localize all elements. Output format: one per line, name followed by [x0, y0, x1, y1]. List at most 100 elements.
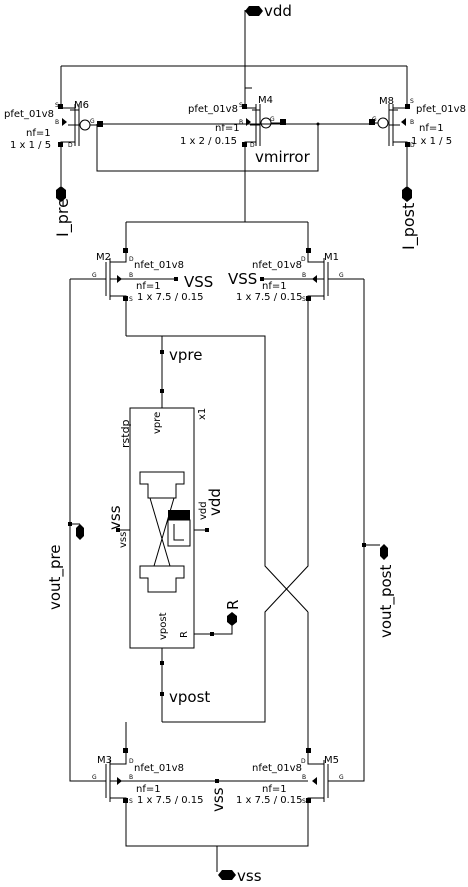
rstdp-pin-vdd: vdd: [198, 501, 209, 520]
m8-nf: nf=1: [419, 123, 444, 134]
vout-pre-net: [68, 279, 90, 782]
r-port[interactable]: R: [224, 600, 242, 626]
m5-pin-d: D: [301, 758, 306, 765]
m1-nf: nf=1: [262, 281, 287, 292]
i-pre-label: I_pre: [53, 198, 73, 237]
m8-size: 1 x 1 / 5: [411, 136, 452, 147]
m6-size: 1 x 1 / 5: [10, 140, 51, 151]
m1-pin-s: S: [302, 296, 306, 303]
m8-pin-s: S: [410, 98, 414, 105]
vss-net: vss: [125, 787, 309, 872]
vout-pre-label: vout_pre: [46, 544, 65, 610]
rstdp-pin-vpost: vpost: [158, 612, 169, 640]
m6-pin-b: B: [55, 119, 59, 126]
vpre-label: vpre: [169, 346, 202, 364]
m5-name: M5: [324, 755, 339, 766]
m4-pin-b: B: [239, 119, 243, 126]
m4-nf: nf=1: [215, 123, 240, 134]
m3-size: 1 x 7.5 / 0.15: [137, 795, 204, 806]
m8-pin-b: B: [410, 119, 414, 126]
transistor-m4[interactable]: S B G D M4 pfet_01v8 nf=1 1 x 2 / 0.15: [180, 95, 286, 222]
vout-post-port[interactable]: vout_post: [377, 544, 396, 638]
vss-port[interactable]: vss: [218, 867, 262, 885]
m2-model: nfet_01v8: [134, 260, 184, 271]
m2-pin-g: G: [92, 272, 97, 279]
m3-name: M3: [97, 755, 112, 766]
rstdp-vss-label: vss: [106, 505, 124, 530]
m4-pin-s: S: [239, 102, 243, 109]
m8-pin-g: G: [372, 116, 377, 123]
rstdp-vdd-label: vdd: [206, 488, 224, 516]
m1-model: nfet_01v8: [252, 260, 302, 271]
cross-net: [162, 312, 309, 748]
m4-pin-g: G: [270, 116, 275, 123]
rstdp-block[interactable]: rstdp x1 vpre vpost vss vdd R vss vdd: [106, 407, 233, 649]
vout-post-label: vout_post: [377, 565, 396, 638]
rstdp-pin-vpre: vpre: [152, 412, 163, 434]
rstdp-type: rstdp: [119, 419, 132, 448]
rstdp-pin-r: R: [179, 631, 190, 638]
m5-model: nfet_01v8: [252, 763, 302, 774]
m6-pin-g: G: [90, 118, 95, 125]
transistor-m1[interactable]: D B G S M1 nfet_01v8 nf=1 1 x 7.5 / 0.15…: [228, 248, 364, 312]
m3-pin-b: B: [129, 774, 133, 781]
m6-pin-s: S: [55, 102, 59, 109]
m1-pin-d: D: [301, 256, 306, 263]
m6-model: pfet_01v8: [4, 109, 54, 120]
m4-model: pfet_01v8: [188, 104, 238, 115]
transistor-m6[interactable]: S B G D M6 pfet_01v8 nf=1 1 x 1 / 5: [4, 100, 103, 155]
m2-size: 1 x 7.5 / 0.15: [137, 292, 204, 303]
vout-pre-port[interactable]: vout_pre: [46, 524, 84, 610]
m8-pin-d: D: [410, 142, 415, 149]
vss-label: vss: [237, 867, 262, 885]
vmirror-label: vmirror: [255, 148, 311, 166]
vss-center-label: vss: [209, 787, 227, 812]
vdd-net: [60, 10, 408, 108]
m2-pin-b: B: [129, 272, 133, 279]
m5-nf: nf=1: [262, 784, 287, 795]
m2-name: M2: [96, 252, 111, 263]
vpost-label: vpost: [169, 688, 210, 706]
m5-pin-s: S: [302, 798, 306, 805]
vpre-net: vpre: [126, 335, 309, 613]
i-post-port[interactable]: I_post: [399, 155, 419, 250]
m1-pin-b: B: [302, 272, 306, 279]
m3-model: nfet_01v8: [134, 763, 184, 774]
transistor-m3[interactable]: D B G S M3 nfet_01v8 nf=1 1 x 7.5 / 0.15: [90, 748, 308, 818]
m1-pin-g: G: [339, 272, 344, 279]
m4-size: 1 x 2 / 0.15: [180, 136, 237, 147]
m1-body-label: VSS: [228, 270, 257, 288]
m8-gate-bubble: [377, 117, 389, 129]
transistor-m5[interactable]: D B G S M5 nfet_01v8 nf=1 1 x 7.5 / 0.15: [236, 748, 344, 818]
rstdp-instance: x1: [197, 408, 208, 420]
m6-name: M6: [74, 100, 89, 111]
rstdp-symbol-icon: [139, 471, 191, 593]
m6-pin-d: D: [68, 142, 73, 149]
m8-model: pfet_01v8: [416, 104, 466, 115]
m3-pin-g: G: [92, 774, 97, 781]
m5-size: 1 x 7.5 / 0.15: [236, 795, 303, 806]
m2-body-label: VSS: [184, 273, 213, 291]
vpost-net: vpost: [125, 648, 210, 748]
vdd-label: vdd: [264, 2, 292, 20]
m6-nf: nf=1: [26, 128, 51, 139]
m5-pin-b: B: [302, 774, 306, 781]
tail-net: [125, 221, 309, 250]
r-label: R: [224, 600, 242, 610]
m1-size: 1 x 7.5 / 0.15: [236, 292, 303, 303]
m4-pin-d: D: [250, 142, 255, 149]
i-post-label: I_post: [399, 203, 419, 250]
vout-post-net: [344, 279, 380, 782]
m4-name: M4: [258, 95, 273, 106]
rstdp-pin-vss: vss: [118, 532, 129, 548]
transistor-m8[interactable]: S B G D M8 pfet_01v8 nf=1 1 x 1 / 5: [369, 96, 466, 155]
m3-pin-d: D: [129, 758, 134, 765]
m2-pin-d: D: [129, 256, 134, 263]
i-pre-port[interactable]: I_pre: [53, 155, 73, 237]
m6-gate-bubble: [79, 119, 91, 131]
vdd-port[interactable]: vdd: [245, 2, 292, 20]
m2-nf: nf=1: [136, 281, 161, 292]
transistor-m2[interactable]: D B G S M2 nfet_01v8 nf=1 1 x 7.5 / 0.15…: [70, 248, 213, 336]
vmirror-net: vmirror: [96, 122, 372, 172]
